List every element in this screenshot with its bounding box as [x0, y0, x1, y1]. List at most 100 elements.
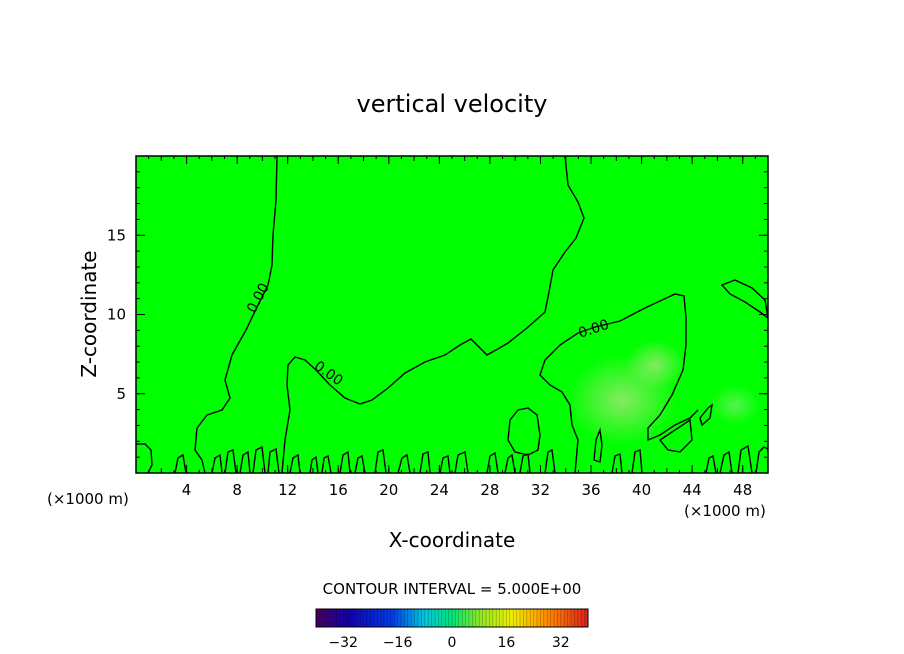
colorbar-swatch: [438, 609, 443, 627]
x-unit-right: (×1000 m): [684, 502, 766, 520]
colorbar-swatch: [513, 609, 517, 627]
colorbar-swatch: [373, 609, 378, 627]
contour-line: [194, 156, 278, 473]
updraft-patch-upper: [625, 340, 685, 390]
colorbar-swatch: [482, 609, 487, 627]
plot-area: 0.00 0.00 0.00: [135, 155, 769, 474]
contour-lines: [136, 156, 768, 473]
x-tick-label: 28: [480, 481, 499, 499]
colorbar-swatch: [367, 609, 371, 627]
colorbar-swatch: [329, 609, 334, 627]
chart-title: vertical velocity: [357, 90, 548, 118]
x-tick-label: 8: [232, 481, 242, 499]
colorbar-swatch: [462, 609, 466, 627]
colorbar-swatch: [421, 609, 426, 627]
y-tick-labels: 5 10 15: [107, 226, 126, 403]
colorbar-swatch: [574, 609, 579, 627]
colorbar-swatch: [411, 609, 415, 627]
contour-line: [577, 293, 699, 442]
colorbar-swatch: [475, 609, 480, 627]
x-tick-labels: 4 8 12 16 20 24 28 32 36 40 44 48: [182, 481, 752, 499]
contour-line: [699, 403, 713, 427]
colorbar-tick-label: −32: [328, 635, 358, 651]
colorbar-swatch: [346, 609, 351, 627]
contour-line: [539, 332, 579, 473]
colorbar-swatch: [353, 609, 358, 627]
colorbar-swatch: [472, 609, 477, 627]
colorbar-swatch: [394, 609, 398, 627]
colorbar-swatch: [560, 609, 565, 627]
colorbar-swatch: [520, 609, 524, 627]
colorbar-swatch: [401, 609, 405, 627]
x-tick-label: 12: [278, 481, 297, 499]
colorbar-swatch: [564, 609, 568, 627]
colorbar-swatch: [543, 609, 548, 627]
colorbar-swatch: [506, 609, 511, 627]
contour-line: [593, 427, 603, 463]
contour-line: [720, 279, 768, 319]
colorbar-swatch: [407, 609, 412, 627]
colorbar-swatch: [326, 609, 330, 627]
x-tick-label: 16: [329, 481, 348, 499]
colorbar-swatch: [581, 609, 585, 627]
colorbar-swatch: [343, 609, 347, 627]
x-unit-left: (×1000 m): [47, 490, 129, 508]
colorbar-swatch: [370, 609, 375, 627]
x-tick-label: 44: [683, 481, 702, 499]
colorbar-swatch: [431, 609, 436, 627]
contour-interval: CONTOUR INTERVAL = 5.000E+00: [323, 580, 582, 598]
colorbar-swatch: [414, 609, 419, 627]
colorbar-swatch: [448, 609, 453, 627]
contour-line: [507, 407, 541, 456]
colorbar-tick-label: 0: [448, 635, 457, 651]
colorbar-swatch: [380, 609, 385, 627]
colorbar-swatch: [465, 609, 470, 627]
colorbar-swatch: [418, 609, 422, 627]
colorbar-swatch: [557, 609, 562, 627]
colorbar-swatch: [489, 609, 494, 627]
colorbar-swatch: [533, 609, 538, 627]
updraft-patch-right: [710, 385, 760, 425]
x-tick-label: 48: [733, 481, 752, 499]
colorbar-tick-label: 16: [497, 635, 515, 651]
colorbar-swatch: [526, 609, 531, 627]
colorbar-swatch: [333, 609, 337, 627]
colorbar-swatch: [404, 609, 409, 627]
colorbar-tick-label: 32: [552, 635, 570, 651]
colorbar-swatch: [547, 609, 551, 627]
colorbar-swatch: [319, 609, 324, 627]
colorbar: [315, 608, 589, 628]
contour-line: [281, 156, 585, 473]
colorbar-swatch: [435, 609, 439, 627]
colorbar-swatch: [571, 609, 575, 627]
colorbar-swatch: [492, 609, 497, 627]
colorbar-swatch: [509, 609, 514, 627]
colorbar-swatch: [445, 609, 449, 627]
colorbar-swatch: [469, 609, 473, 627]
colorbar-swatch: [441, 609, 446, 627]
y-axis-label: Z-coordinate: [77, 250, 101, 377]
colorbar-swatch: [384, 609, 388, 627]
colorbar-tick-label: −16: [383, 635, 413, 651]
colorbar-swatch: [537, 609, 541, 627]
contour-line-surface-noise: [174, 444, 768, 473]
colorbar-swatch: [336, 609, 341, 627]
colorbar-swatch: [486, 609, 490, 627]
colorbar-swatch: [428, 609, 432, 627]
colorbar-swatch: [390, 609, 395, 627]
positive-velocity-region: [567, 340, 760, 445]
colorbar-swatch: [322, 609, 327, 627]
contour-line: [136, 443, 153, 473]
colorbar-tick-labels: −32 −16 0 16 32: [328, 635, 569, 651]
colorbar-swatch: [577, 609, 582, 627]
axis-ticks: [136, 156, 768, 473]
colorbar-swatch: [499, 609, 504, 627]
x-tick-label: 32: [531, 481, 550, 499]
y-tick-label: 15: [107, 226, 126, 244]
colorbar-swatch: [316, 609, 320, 627]
colorbar-swatch: [503, 609, 507, 627]
x-tick-label: 40: [632, 481, 651, 499]
colorbar-swatch: [350, 609, 354, 627]
colorbar-swatch: [584, 609, 589, 627]
